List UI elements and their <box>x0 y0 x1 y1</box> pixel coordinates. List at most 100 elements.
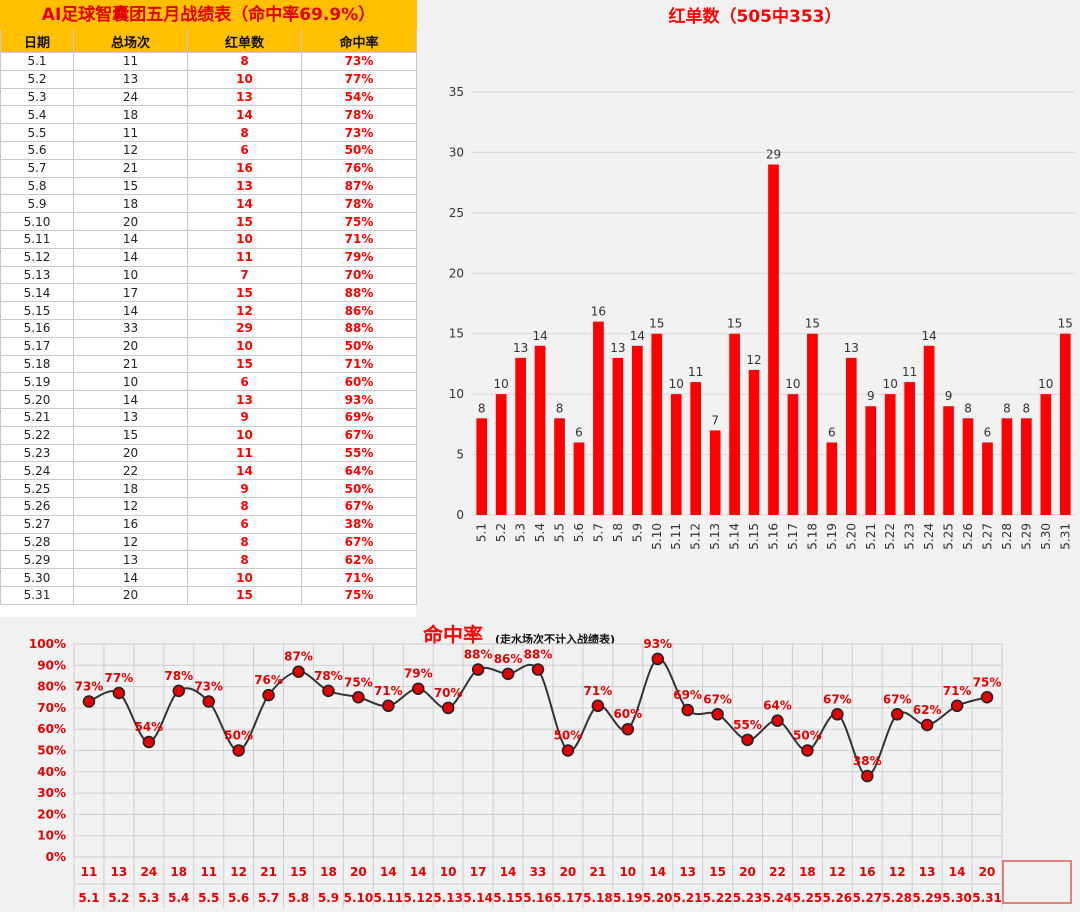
cell-total: 13 <box>73 69 188 89</box>
cell-rate: 38% <box>300 514 418 534</box>
cell-date: 5.5 <box>0 123 74 142</box>
line-x-tick-label: 5.22 <box>703 891 733 905</box>
cell-date: 5.23 <box>0 443 74 463</box>
line-x-tick-label: 5.13 <box>433 891 463 905</box>
cell-rate: 73% <box>300 123 418 142</box>
rate-data-label: 60% <box>613 707 642 721</box>
line-x-tick-label: 5.17 <box>553 891 583 905</box>
rate-data-label: 88% <box>524 648 553 662</box>
bar <box>807 333 818 515</box>
bar-value-label: 6 <box>984 425 992 439</box>
rate-point <box>651 652 664 666</box>
rate-point <box>831 708 844 721</box>
cell-rate: 77% <box>300 69 418 89</box>
cell-wins: 15 <box>187 283 302 303</box>
bar-value-label: 10 <box>785 377 800 391</box>
cell-date: 5.13 <box>0 265 74 285</box>
line-chart-title: 命中率 <box>423 623 483 647</box>
table-row: 5.7 21 16 76% <box>0 158 418 178</box>
cell-date: 5.8 <box>0 176 74 196</box>
cell-wins: 13 <box>187 390 302 409</box>
rate-data-label: 86% <box>494 652 523 666</box>
rate-data-label: 64% <box>763 699 792 713</box>
bar <box>515 357 526 515</box>
cell-date: 5.6 <box>0 140 74 160</box>
cell-total: 11 <box>73 52 188 71</box>
cell-total: 16 <box>73 514 188 534</box>
rate-data-label: 38% <box>853 754 882 768</box>
table-row: 5.5 11 8 73% <box>0 123 418 142</box>
bar-value-label: 10 <box>883 377 898 391</box>
cell-wins: 8 <box>187 52 302 71</box>
rate-point <box>771 714 784 727</box>
bar-y-tick-label: 0 <box>456 508 464 522</box>
cell-date: 5.15 <box>0 301 74 320</box>
cell-date: 5.1 <box>0 52 74 71</box>
rate-point <box>322 684 335 698</box>
line-x-tick-label: 5.14 <box>463 891 493 905</box>
table-row: 5.9 18 14 78% <box>0 194 418 214</box>
cell-rate: 50% <box>300 336 418 356</box>
line-x-tick-label: 5.21 <box>673 891 703 905</box>
bar-x-tick-label: 5.4 <box>533 523 547 542</box>
table-row: 5.28 12 8 67% <box>0 532 418 552</box>
bar-value-label: 8 <box>964 401 972 415</box>
bar-value-label: 15 <box>805 317 820 331</box>
cell-wins: 6 <box>187 514 302 534</box>
rate-point <box>202 695 215 708</box>
line-x-tick-label: 5.18 <box>583 891 613 905</box>
cell-total: 13 <box>73 550 188 570</box>
bar-x-tick-label: 5.24 <box>922 523 936 550</box>
cell-total: 14 <box>73 229 188 249</box>
cell-rate: 71% <box>300 568 418 587</box>
rate-data-label: 55% <box>733 718 762 732</box>
bar-value-label: 15 <box>649 317 664 331</box>
line-y-tick-label: 70% <box>37 701 66 715</box>
cell-wins: 8 <box>187 496 302 516</box>
rate-data-label: 70% <box>434 686 463 700</box>
cell-date: 5.29 <box>0 550 74 570</box>
bar <box>962 418 974 515</box>
cell-rate: 75% <box>300 212 418 231</box>
rate-data-label: 50% <box>554 729 583 743</box>
total-matches-cell: 14 <box>410 865 427 879</box>
table-row: 5.14 17 15 88% <box>0 283 418 303</box>
cell-total: 18 <box>73 194 188 214</box>
cell-total: 13 <box>73 407 188 427</box>
line-x-tick-label: 5.20 <box>643 891 673 905</box>
cell-rate: 87% <box>300 176 418 196</box>
bar-x-tick-label: 5.17 <box>786 523 800 550</box>
table-row: 5.16 33 29 88% <box>0 318 418 338</box>
total-matches-cell: 13 <box>679 865 696 879</box>
bar-chart: 红单数（505中353） 0 5 10 15 20 25 30 35 8 5.1 10 5.2 13 5.… <box>449 6 1075 550</box>
bar <box>845 357 857 515</box>
rate-point <box>861 769 874 783</box>
line-y-tick-label: 50% <box>37 744 66 758</box>
bar-x-tick-label: 5.3 <box>514 523 528 542</box>
bar-value-label: 13 <box>844 341 859 355</box>
cell-date: 5.24 <box>0 461 74 481</box>
bar <box>631 345 643 515</box>
table-row: 5.3 24 13 54% <box>0 87 418 107</box>
rate-data-label: 73% <box>194 680 223 694</box>
cell-wins: 9 <box>187 407 302 427</box>
cell-rate: 54% <box>300 87 418 107</box>
total-matches-cell: 22 <box>769 865 786 879</box>
bar-x-tick-label: 5.11 <box>669 523 683 550</box>
cell-date: 5.26 <box>0 496 74 516</box>
stats-table: AI足球智囊团五月战绩表（命中率69.9%） 日期 总场次 红单数 命中率 5.… <box>0 0 418 605</box>
rate-data-label: 71% <box>584 684 613 698</box>
cell-date: 5.14 <box>0 283 74 303</box>
bar-value-label: 13 <box>610 341 625 355</box>
table-row: 5.23 20 11 55% <box>0 443 418 463</box>
bar <box>787 394 799 515</box>
cell-date: 5.30 <box>0 568 74 587</box>
bar-chart-panel: 红单数（505中353） 0 5 10 15 20 25 30 35 8 5.1 10 5.2 13 5.… <box>420 0 1080 617</box>
bar-x-tick-label: 5.15 <box>747 523 761 550</box>
rate-data-label: 78% <box>314 669 343 683</box>
bar-value-label: 15 <box>1058 317 1073 331</box>
rate-data-label: 75% <box>973 675 1002 689</box>
line-y-tick-label: 10% <box>37 829 66 843</box>
cell-rate: 60% <box>300 372 418 392</box>
cell-rate: 78% <box>300 105 418 125</box>
